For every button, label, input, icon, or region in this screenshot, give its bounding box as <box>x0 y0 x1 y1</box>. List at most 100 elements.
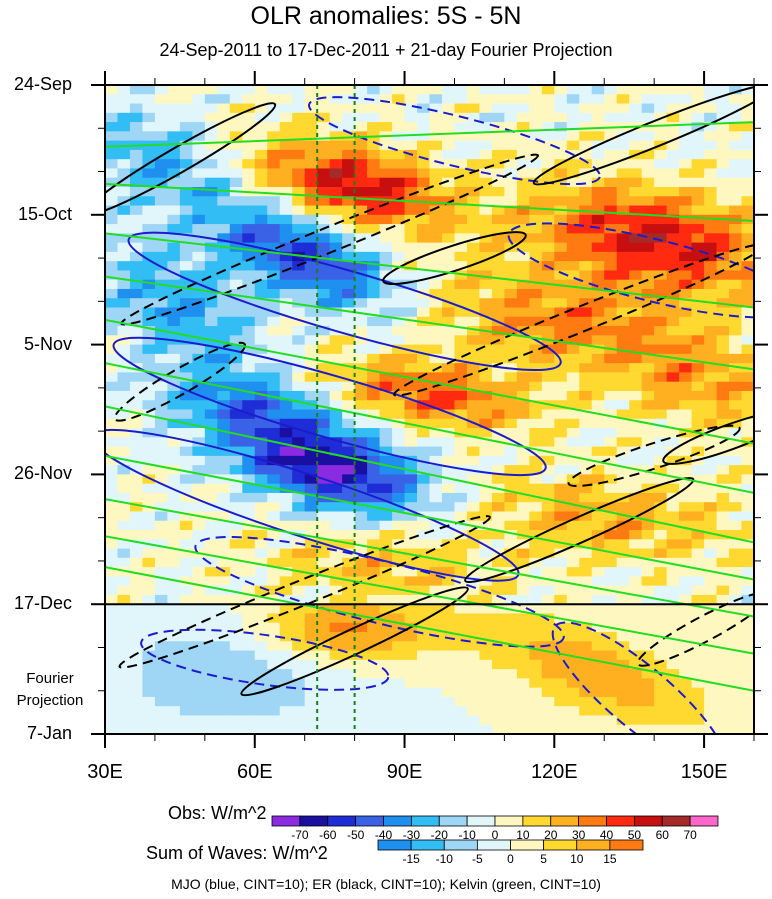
field-cell <box>741 298 754 309</box>
field-cell <box>529 530 543 540</box>
field-cell <box>729 131 743 142</box>
field-cell <box>229 594 243 605</box>
field-cell <box>629 196 643 207</box>
projection-cell <box>192 669 206 679</box>
field-cell <box>704 446 718 457</box>
field-cell <box>579 455 593 466</box>
field-cell <box>292 168 306 179</box>
field-cell <box>529 594 543 605</box>
field-cell <box>454 502 468 512</box>
field-cell <box>329 576 343 587</box>
field-cell <box>654 428 668 438</box>
kelvin-contour <box>105 121 754 148</box>
field-cell <box>666 298 680 309</box>
field-cell <box>342 316 356 327</box>
projection-cell <box>429 659 443 670</box>
field-cell <box>192 233 206 244</box>
field-cell <box>691 298 705 309</box>
field-cell <box>279 140 293 151</box>
field-cell <box>541 409 555 420</box>
field-cell <box>304 270 318 281</box>
field-cell <box>529 261 543 271</box>
projection-cell <box>679 715 693 726</box>
field-cell <box>142 594 156 605</box>
field-cell <box>666 400 680 410</box>
field-cell <box>591 353 605 364</box>
field-cell <box>154 381 168 392</box>
field-cell <box>729 409 743 420</box>
projection-cell <box>167 632 181 642</box>
field-cell <box>417 168 430 179</box>
field-cell <box>679 270 693 281</box>
field-cell <box>329 548 343 559</box>
field-cell <box>454 437 468 448</box>
field-cell <box>566 307 580 318</box>
field-cell <box>167 224 181 234</box>
field-cell <box>204 511 218 522</box>
field-cell <box>105 159 118 169</box>
field-cell <box>317 530 331 540</box>
field-cell <box>129 186 143 197</box>
field-cell <box>105 511 118 522</box>
projection-cell <box>404 696 418 707</box>
field-cell <box>342 400 356 410</box>
field-cell <box>179 288 193 299</box>
field-cell <box>417 530 430 540</box>
projection-cell <box>142 659 156 670</box>
field-cell <box>354 149 368 160</box>
field-cell <box>167 261 181 271</box>
field-cell <box>629 474 643 485</box>
field-cell <box>704 85 718 95</box>
projection-cell <box>554 687 568 698</box>
field-cell <box>716 400 730 410</box>
field-cell <box>167 316 181 327</box>
field-cell <box>729 539 743 550</box>
field-cell <box>392 251 406 262</box>
field-cell <box>741 409 754 420</box>
field-cell <box>329 251 343 262</box>
projection-cell <box>329 669 343 679</box>
projection-cell <box>579 696 593 707</box>
field-cell <box>741 186 754 197</box>
field-cell <box>179 168 193 179</box>
projection-cell <box>192 659 206 670</box>
field-cell <box>541 186 555 197</box>
field-cell <box>641 140 655 151</box>
field-cell <box>417 307 430 318</box>
field-cell <box>142 205 156 216</box>
field-cell <box>479 381 493 392</box>
field-cell <box>654 177 668 188</box>
field-cell <box>591 418 605 429</box>
projection-cell <box>691 715 705 726</box>
field-cell <box>317 279 331 290</box>
field-cell <box>504 474 518 485</box>
colorbar-tick-label: 10 <box>516 828 530 842</box>
field-cell <box>329 539 343 550</box>
field-cell <box>629 94 643 105</box>
projection-cell <box>629 604 643 614</box>
field-cell <box>629 437 643 448</box>
field-cell <box>504 446 518 457</box>
field-cell <box>654 131 668 142</box>
field-cell <box>529 400 543 410</box>
field-cell <box>554 85 568 95</box>
field-cell <box>129 455 143 466</box>
projection-cell <box>516 659 530 670</box>
field-cell <box>105 520 118 531</box>
field-cell <box>417 418 430 429</box>
field-cell <box>179 261 193 271</box>
field-cell <box>579 224 593 234</box>
colorbar-tick-label: 20 <box>544 828 558 842</box>
field-cell <box>379 149 393 160</box>
field-cell <box>604 214 618 225</box>
projection-cell <box>317 659 331 670</box>
field-cell <box>454 316 468 327</box>
field-cell <box>479 288 493 299</box>
field-cell <box>142 353 156 364</box>
projection-cell <box>541 669 555 679</box>
field-cell <box>417 94 430 105</box>
field-cell <box>466 279 480 290</box>
field-cell <box>367 400 381 410</box>
field-cell <box>354 316 368 327</box>
field-cell <box>105 251 118 262</box>
